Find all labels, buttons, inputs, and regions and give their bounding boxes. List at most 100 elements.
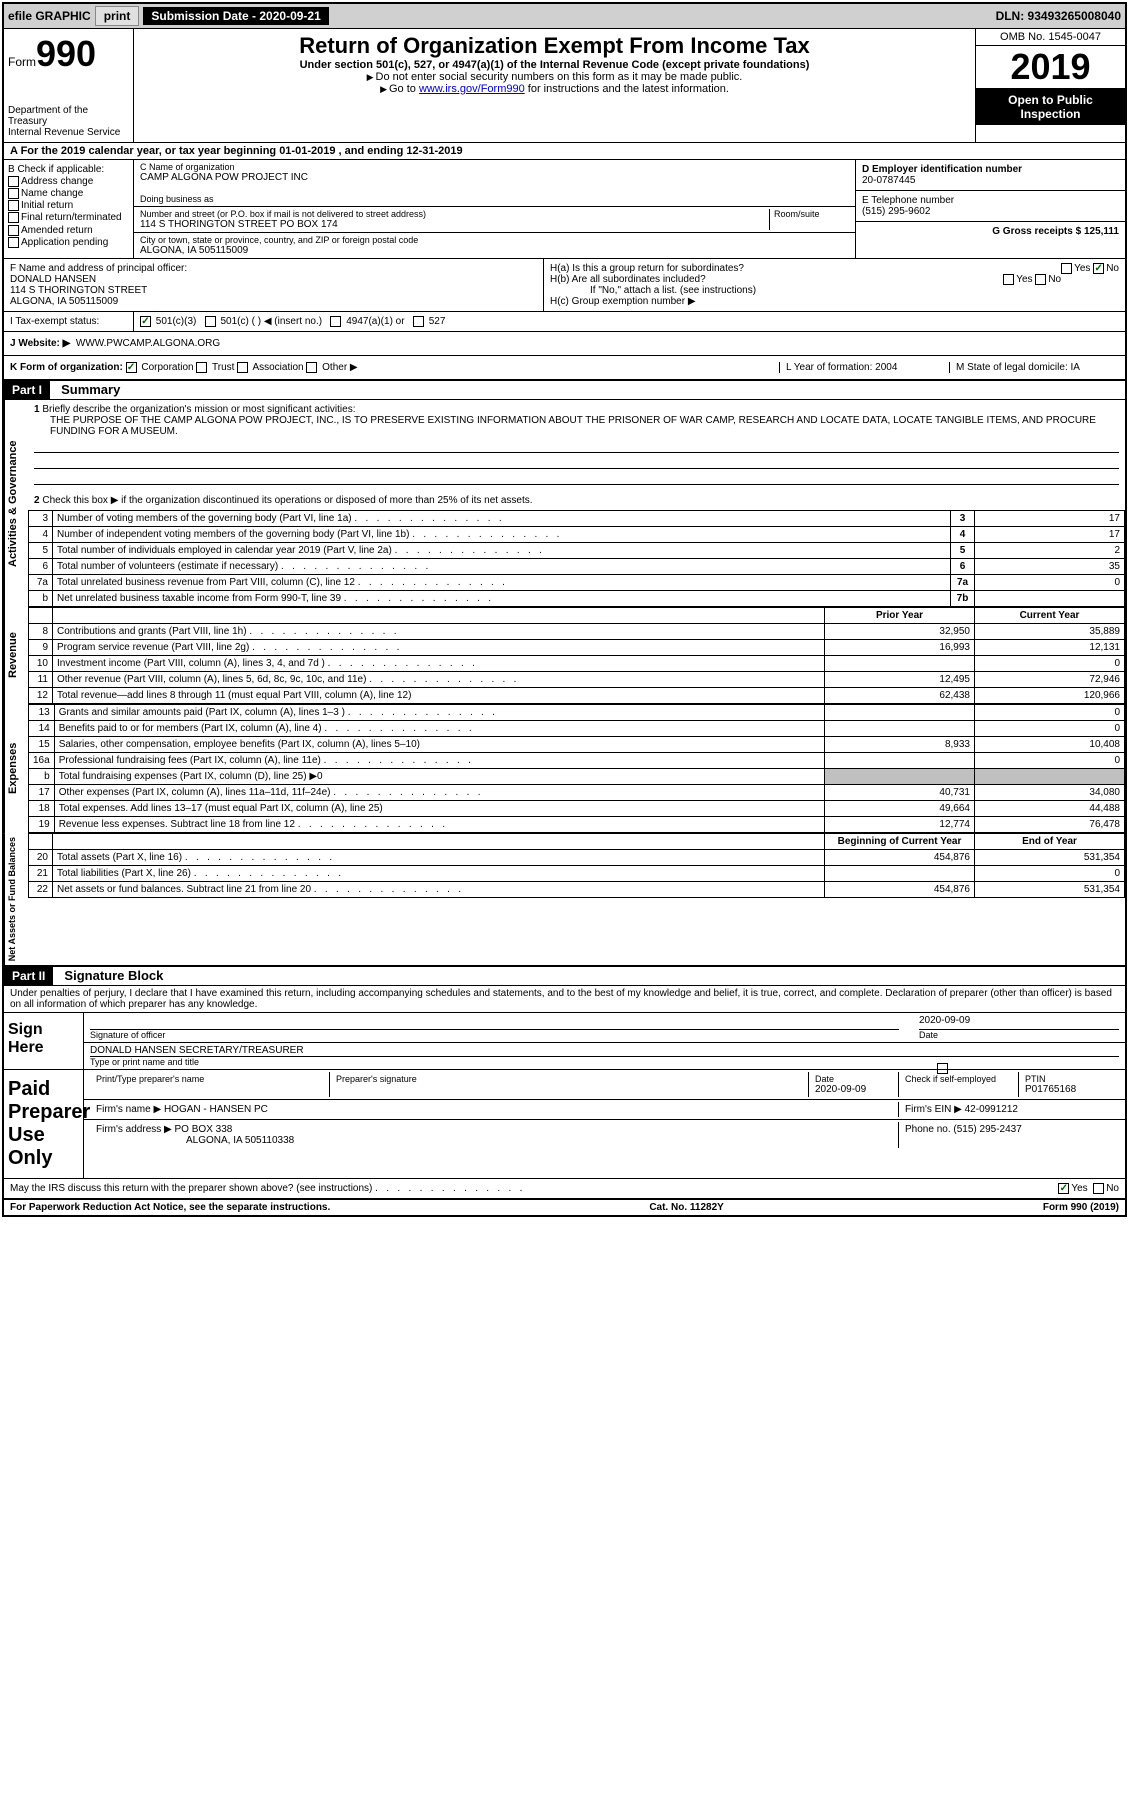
part-ii-title: Signature Block: [56, 966, 171, 985]
row-m-state: M State of legal domicile: IA: [949, 362, 1119, 373]
officer-name-line: DONALD HANSEN SECRETARY/TREASURER Type o…: [84, 1043, 1125, 1069]
check-amended-return[interactable]: Amended return: [8, 225, 129, 236]
governance-table: 3Number of voting members of the governi…: [28, 510, 1125, 607]
table-row: 22Net assets or fund balances. Subtract …: [29, 882, 1125, 898]
row-l-year: L Year of formation: 2004: [779, 362, 949, 373]
net-assets-table: Beginning of Current YearEnd of Year 20T…: [28, 833, 1125, 898]
side-label-net: Net Assets or Fund Balances: [4, 833, 28, 965]
paid-preparer-row: Paid Preparer Use Only Print/Type prepar…: [4, 1070, 1125, 1179]
side-label-governance: Activities & Governance: [4, 400, 28, 607]
room-label: Room/suite: [774, 209, 849, 219]
check-address-change[interactable]: Address change: [8, 176, 129, 187]
city-state-zip: ALGONA, IA 505115009: [140, 245, 849, 256]
print-button[interactable]: print: [95, 6, 140, 26]
efile-label: efile GRAPHIC: [8, 9, 91, 23]
principal-officer: F Name and address of principal officer:…: [4, 259, 544, 311]
sign-here-label: Sign Here: [4, 1013, 84, 1069]
table-row: 11Other revenue (Part VIII, column (A), …: [29, 672, 1125, 688]
table-row: 15Salaries, other compensation, employee…: [29, 737, 1125, 753]
part-i-governance: Activities & Governance 1 Briefly descri…: [4, 400, 1125, 607]
form-subtitle: Under section 501(c), 527, or 4947(a)(1)…: [138, 59, 971, 71]
header-left: Form990 Department of the Treasury Inter…: [4, 29, 134, 142]
form-990-page: efile GRAPHIC print Submission Date - 20…: [2, 2, 1127, 1217]
check-application-pending[interactable]: Application pending: [8, 237, 129, 248]
part-i-net-assets: Net Assets or Fund Balances Beginning of…: [4, 833, 1125, 967]
check-b-label: B Check if applicable:: [8, 164, 129, 175]
top-bar: efile GRAPHIC print Submission Date - 20…: [4, 4, 1125, 29]
org-name: CAMP ALGONA POW PROJECT INC: [140, 172, 849, 183]
row-k-form-org: K Form of organization: Corporation Trus…: [10, 362, 779, 373]
row-fgh: F Name and address of principal officer:…: [4, 259, 1125, 312]
sign-here-row: Sign Here Signature of officer 2020-09-0…: [4, 1013, 1125, 1070]
firm-name-line: Firm's name ▶ HOGAN - HANSEN PC Firm's E…: [84, 1100, 1125, 1120]
table-row: 19Revenue less expenses. Subtract line 1…: [29, 817, 1125, 833]
part-i-title: Summary: [53, 380, 128, 399]
table-row: 14Benefits paid to or for members (Part …: [29, 721, 1125, 737]
phone-value: (515) 295-9602: [862, 206, 1119, 217]
irs-link[interactable]: www.irs.gov/Form990: [419, 83, 525, 95]
ha-row: H(a) Is this a group return for subordin…: [550, 263, 1119, 274]
header-middle: Return of Organization Exempt From Incom…: [134, 29, 975, 142]
city-block: City or town, state or province, country…: [134, 233, 855, 258]
part-ii-badge: Part II: [4, 967, 53, 985]
form-number: Form990: [8, 33, 129, 75]
city-label: City or town, state or province, country…: [140, 235, 849, 245]
table-row: 20Total assets (Part X, line 16)454,8765…: [29, 850, 1125, 866]
table-row: bTotal fundraising expenses (Part IX, co…: [29, 769, 1125, 785]
website-url: WWW.PWCAMP.ALGONA.ORG: [76, 338, 220, 349]
ssn-warning: Do not enter social security numbers on …: [138, 71, 971, 83]
part-i-revenue: Revenue Prior YearCurrent Year 8Contribu…: [4, 607, 1125, 704]
firm-address-line: Firm's address ▶ PO BOX 338 ALGONA, IA 5…: [84, 1120, 1125, 1150]
org-name-block: C Name of organization CAMP ALGONA POW P…: [134, 160, 855, 207]
dept-treasury: Department of the Treasury Internal Reve…: [8, 105, 129, 138]
revenue-table: Prior YearCurrent Year 8Contributions an…: [28, 607, 1125, 704]
street-block: Number and street (or P.O. box if mail i…: [134, 207, 855, 233]
side-label-revenue: Revenue: [4, 607, 28, 704]
part-i-badge: Part I: [4, 381, 50, 399]
footer-left: For Paperwork Reduction Act Notice, see …: [10, 1202, 330, 1213]
check-initial-return[interactable]: Initial return: [8, 200, 129, 211]
table-row: 8Contributions and grants (Part VIII, li…: [29, 624, 1125, 640]
column-b-checkboxes: B Check if applicable: Address change Na…: [4, 160, 134, 258]
column-de: D Employer identification number 20-0787…: [855, 160, 1125, 258]
footer-mid: Cat. No. 11282Y: [649, 1202, 723, 1213]
table-row: 21Total liabilities (Part X, line 26)0: [29, 866, 1125, 882]
discuss-row: May the IRS discuss this return with the…: [4, 1179, 1125, 1200]
ein-block: D Employer identification number 20-0787…: [856, 160, 1125, 191]
submission-date: Submission Date - 2020-09-21: [143, 7, 328, 25]
table-row: 12Total revenue—add lines 8 through 11 (…: [29, 688, 1125, 704]
ein-label: D Employer identification number: [862, 164, 1119, 175]
omb-number: OMB No. 1545-0047: [976, 29, 1125, 46]
form-title: Return of Organization Exempt From Incom…: [138, 33, 971, 59]
check-name-change[interactable]: Name change: [8, 188, 129, 199]
q1-mission-block: 1 Briefly describe the organization's mi…: [28, 400, 1125, 491]
row-j-website: J Website: ▶ WWW.PWCAMP.ALGONA.ORG: [4, 332, 1125, 356]
mission-text: THE PURPOSE OF THE CAMP ALGONA POW PROJE…: [50, 415, 1119, 437]
preparer-name-line: Print/Type preparer's name Preparer's si…: [84, 1070, 1125, 1100]
dln-number: DLN: 93493265008040: [996, 9, 1121, 23]
page-footer: For Paperwork Reduction Act Notice, see …: [4, 1200, 1125, 1215]
dba-label: Doing business as: [140, 194, 849, 204]
gross-receipts: G Gross receipts $ 125,111: [856, 222, 1125, 241]
part-i-header-row: Part I Summary: [4, 381, 1125, 400]
column-c-org-info: C Name of organization CAMP ALGONA POW P…: [134, 160, 855, 258]
phone-label: E Telephone number: [862, 195, 1119, 206]
check-final-return[interactable]: Final return/terminated: [8, 212, 129, 223]
table-row: 13Grants and similar amounts paid (Part …: [29, 705, 1125, 721]
org-name-label: C Name of organization: [140, 162, 849, 172]
phone-block: E Telephone number (515) 295-9602: [856, 191, 1125, 222]
hb-note: If "No," attach a list. (see instruction…: [550, 285, 1119, 296]
officer-label: F Name and address of principal officer:: [10, 263, 537, 274]
table-row: 16aProfessional fundraising fees (Part I…: [29, 753, 1125, 769]
tax-year: 2019: [976, 46, 1125, 89]
footer-right: Form 990 (2019): [1043, 1202, 1119, 1213]
table-row: 5Total number of individuals employed in…: [29, 543, 1125, 559]
row-a-tax-year: A For the 2019 calendar year, or tax yea…: [4, 143, 1125, 160]
part-i-expenses: Expenses 13Grants and similar amounts pa…: [4, 704, 1125, 833]
hc-row: H(c) Group exemption number ▶: [550, 296, 1119, 307]
row-klm: K Form of organization: Corporation Trus…: [4, 356, 1125, 381]
part-ii-header-row: Part II Signature Block: [4, 967, 1125, 986]
group-return-block: H(a) Is this a group return for subordin…: [544, 259, 1125, 311]
header-right: OMB No. 1545-0047 2019 Open to Public In…: [975, 29, 1125, 142]
signature-block: Under penalties of perjury, I declare th…: [4, 986, 1125, 1200]
